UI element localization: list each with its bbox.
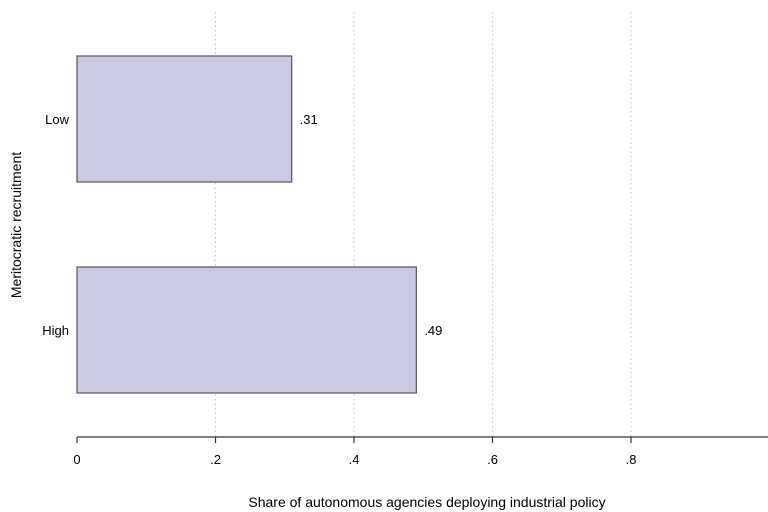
labels: .31 Low .49 High [42, 112, 442, 338]
x-tick-label-0: 0 [73, 452, 80, 467]
bar-low [76, 55, 293, 183]
x-tick-label-1: .2 [210, 452, 221, 467]
y-axis-title: Meritocratic recruitment [8, 152, 24, 298]
category-label-low: Low [45, 112, 69, 127]
data-label-low: .31 [300, 112, 318, 127]
data-label-high: .49 [424, 323, 442, 338]
x-tick-label-2: .4 [349, 452, 360, 467]
gridlines [215, 12, 632, 437]
x-tick-label-3: .6 [487, 452, 498, 467]
x-axis: 0 .2 .4 .6 .8 [73, 436, 768, 467]
category-label-high: High [42, 323, 69, 338]
bars [76, 55, 417, 394]
x-axis-title: Share of autonomous agencies deploying i… [248, 494, 605, 510]
x-tick-label-4: .8 [626, 452, 637, 467]
bar-high [76, 266, 417, 394]
